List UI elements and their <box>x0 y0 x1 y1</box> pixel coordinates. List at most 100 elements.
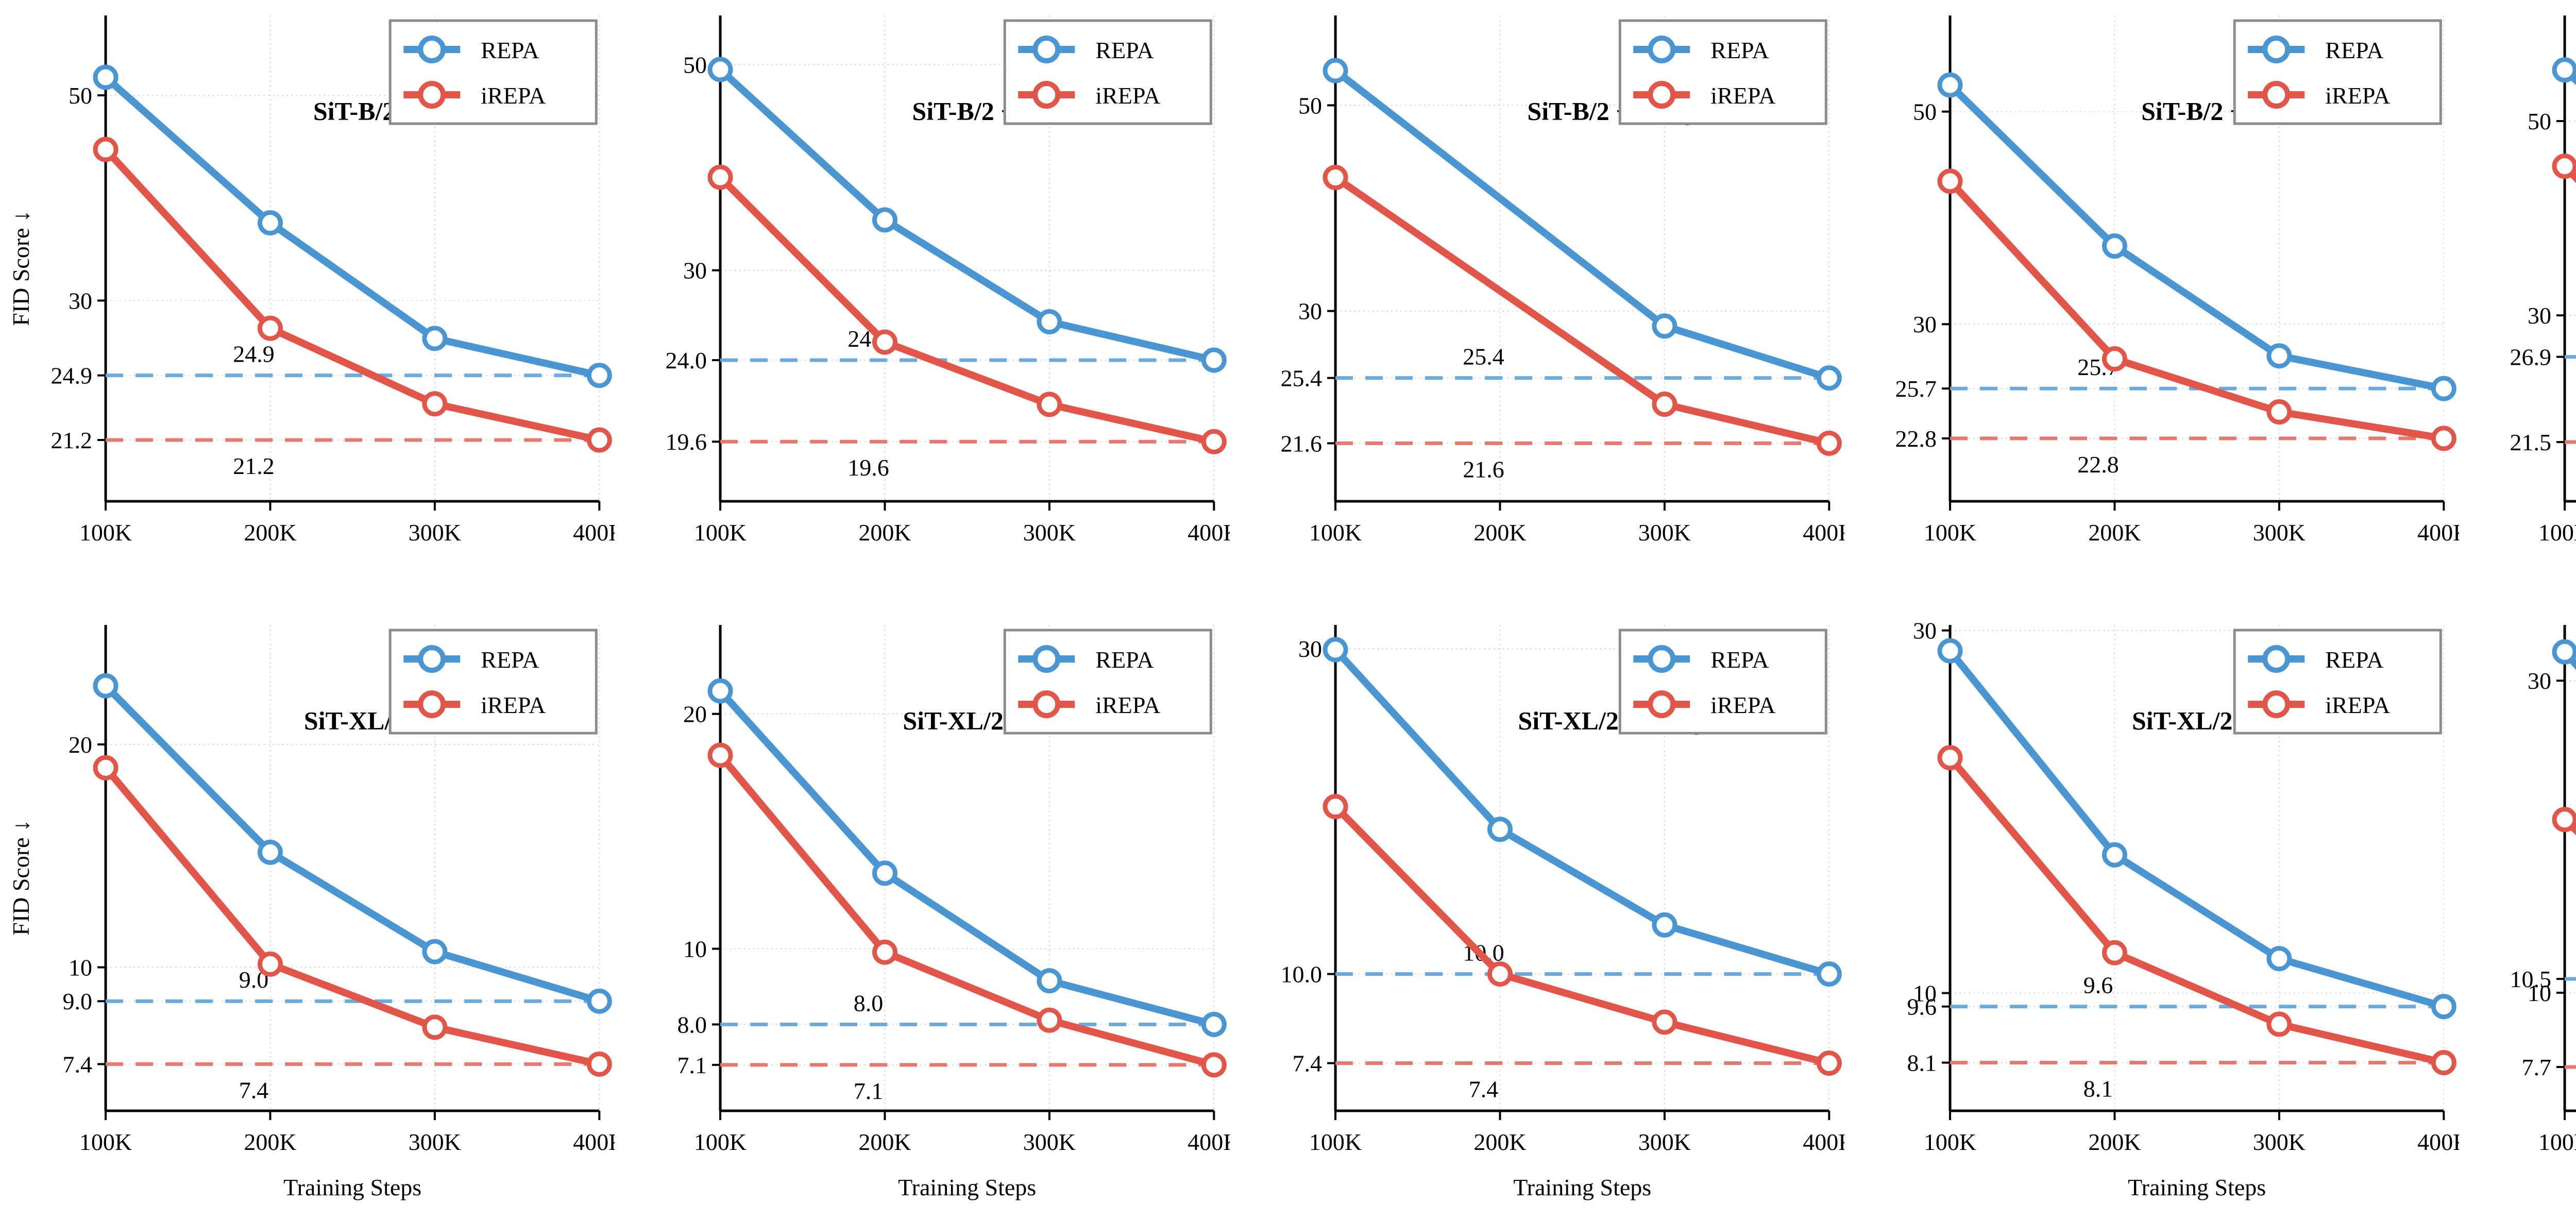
reference-hline-label: 9.6 <box>2083 972 2113 998</box>
x-tick-label: 200K <box>2088 1129 2141 1155</box>
series-marker <box>1201 347 1227 373</box>
x-tick-label: 100K <box>79 1129 132 1155</box>
y-tick-label: 30 <box>1298 298 1322 325</box>
x-tick-label: 200K <box>859 519 911 546</box>
x-tick-label: 400K <box>1803 519 1844 546</box>
legend: REPA iREPA <box>1618 629 1827 735</box>
reference-hline-label: 7.1 <box>854 1078 884 1104</box>
x-tick-label: 200K <box>244 519 296 546</box>
series-marker <box>1652 912 1677 938</box>
y-tick-label: 30 <box>1913 618 1937 644</box>
y-tick-label: 50 <box>1913 99 1937 125</box>
y-tick-label: 24.9 <box>51 363 93 389</box>
y-tick-label: 8.1 <box>1907 1049 1937 1076</box>
legend: REPA iREPA <box>1618 19 1827 125</box>
legend-label: iREPA <box>481 692 546 718</box>
series-marker <box>872 329 898 355</box>
series-line <box>717 174 1218 446</box>
series-marker <box>2266 1011 2292 1037</box>
legend-swatch-marker <box>1032 645 1061 673</box>
y-tick-label: 25.7 <box>1895 376 1937 402</box>
y-tick-label: 19.6 <box>666 429 707 455</box>
legend-swatch-marker <box>418 690 446 718</box>
legend-swatch-marker <box>2262 36 2291 63</box>
legend-label: iREPA <box>1710 692 1775 718</box>
chart-panel: 30109.68.1100K200K300K400K9.68.1SiT-XL/2… <box>1844 610 2460 1219</box>
series-marker <box>586 363 612 388</box>
x-axis-label: Training Steps <box>2128 1174 2266 1200</box>
legend-label: REPA <box>1096 647 1154 673</box>
series-marker <box>1937 638 1963 664</box>
legend: REPA iREPA <box>388 629 598 735</box>
x-tick-label: 200K <box>244 1129 296 1155</box>
series-line <box>717 65 1218 364</box>
reference-hline-label: 22.8 <box>2077 451 2119 478</box>
series-marker <box>2266 343 2292 369</box>
series-marker <box>1201 1011 1227 1037</box>
series-marker <box>257 315 283 341</box>
series-marker <box>707 57 733 82</box>
x-tick-label: 100K <box>1924 519 1976 546</box>
gridlines <box>2564 625 2576 1111</box>
legend: REPA iREPA <box>1004 629 1213 735</box>
chart-panel: 503024.019.6100K200K300K400K24.019.6SiT-… <box>615 0 1230 610</box>
series-marker <box>422 391 448 417</box>
series-marker <box>2102 842 2127 868</box>
series-marker <box>422 1014 448 1040</box>
x-tick-label: 100K <box>1924 1129 1976 1155</box>
series-marker <box>1323 58 1348 83</box>
x-tick-label: 100K <box>2538 1129 2576 1155</box>
series-line <box>717 687 1218 1028</box>
series-line <box>2561 66 2576 85</box>
legend: REPA iREPA <box>2233 629 2442 735</box>
y-tick-label: 10 <box>69 954 92 980</box>
series-line <box>1331 646 1833 978</box>
series-marker <box>586 988 612 1014</box>
legend-label: iREPA <box>481 82 546 109</box>
x-tick-label: 300K <box>409 1129 461 1155</box>
series-line <box>102 146 603 444</box>
x-tick-label: 300K <box>1023 1129 1076 1155</box>
x-tick-label: 400K <box>2417 519 2459 546</box>
x-tick-label: 400K <box>1188 1129 1230 1155</box>
y-tick-label: 10 <box>1913 980 1937 1006</box>
series-line <box>1946 754 2448 1066</box>
x-tick-label: 400K <box>1803 1129 1844 1155</box>
series-marker <box>1037 968 1062 994</box>
y-tick-label: 30 <box>2528 668 2551 694</box>
legend-label: REPA <box>2325 647 2383 673</box>
series-marker <box>2552 807 2576 833</box>
x-tick-label: 300K <box>2253 519 2306 546</box>
y-tick-label: 7.7 <box>2522 1054 2552 1080</box>
series-marker <box>1323 164 1348 190</box>
legend-swatch-marker <box>418 36 446 63</box>
chart-panel: 503025.722.8100K200K300K400K25.722.8SiT-… <box>1844 0 2459 610</box>
legend-label: REPA <box>1096 37 1154 63</box>
y-axis-label: FID Score ↓ <box>8 820 34 936</box>
legend-swatch-marker <box>1032 690 1061 718</box>
x-tick-label: 200K <box>1473 1129 1526 1155</box>
y-tick-label: 50 <box>1298 92 1322 118</box>
legend-swatch-marker <box>1032 36 1061 63</box>
x-tick-label: 300K <box>1638 1129 1690 1155</box>
chart-panel: 20108.07.1100K200K300K400K8.07.1SiT-XL/2… <box>615 610 1230 1219</box>
series-marker <box>872 860 898 886</box>
series-marker <box>257 839 283 865</box>
series-marker <box>1816 430 1842 456</box>
x-tick-label: 200K <box>2088 519 2141 546</box>
y-tick-label: 30 <box>1298 636 1322 662</box>
y-tick-label: 30 <box>1913 311 1937 337</box>
legend-label: iREPA <box>1710 82 1775 109</box>
series-marker <box>422 326 448 351</box>
x-tick-label: 200K <box>859 1129 911 1155</box>
legend-swatch-marker <box>1032 81 1061 109</box>
series-line <box>102 73 603 379</box>
x-tick-label: 300K <box>2253 1129 2306 1155</box>
x-axis-label: Training Steps <box>283 1174 421 1200</box>
series-marker <box>2552 154 2576 179</box>
series-marker <box>2102 233 2127 259</box>
legend-label: REPA <box>1710 37 1769 63</box>
series-marker <box>1323 794 1348 820</box>
series-line <box>2561 162 2576 183</box>
legend-swatch-marker <box>2262 81 2291 109</box>
